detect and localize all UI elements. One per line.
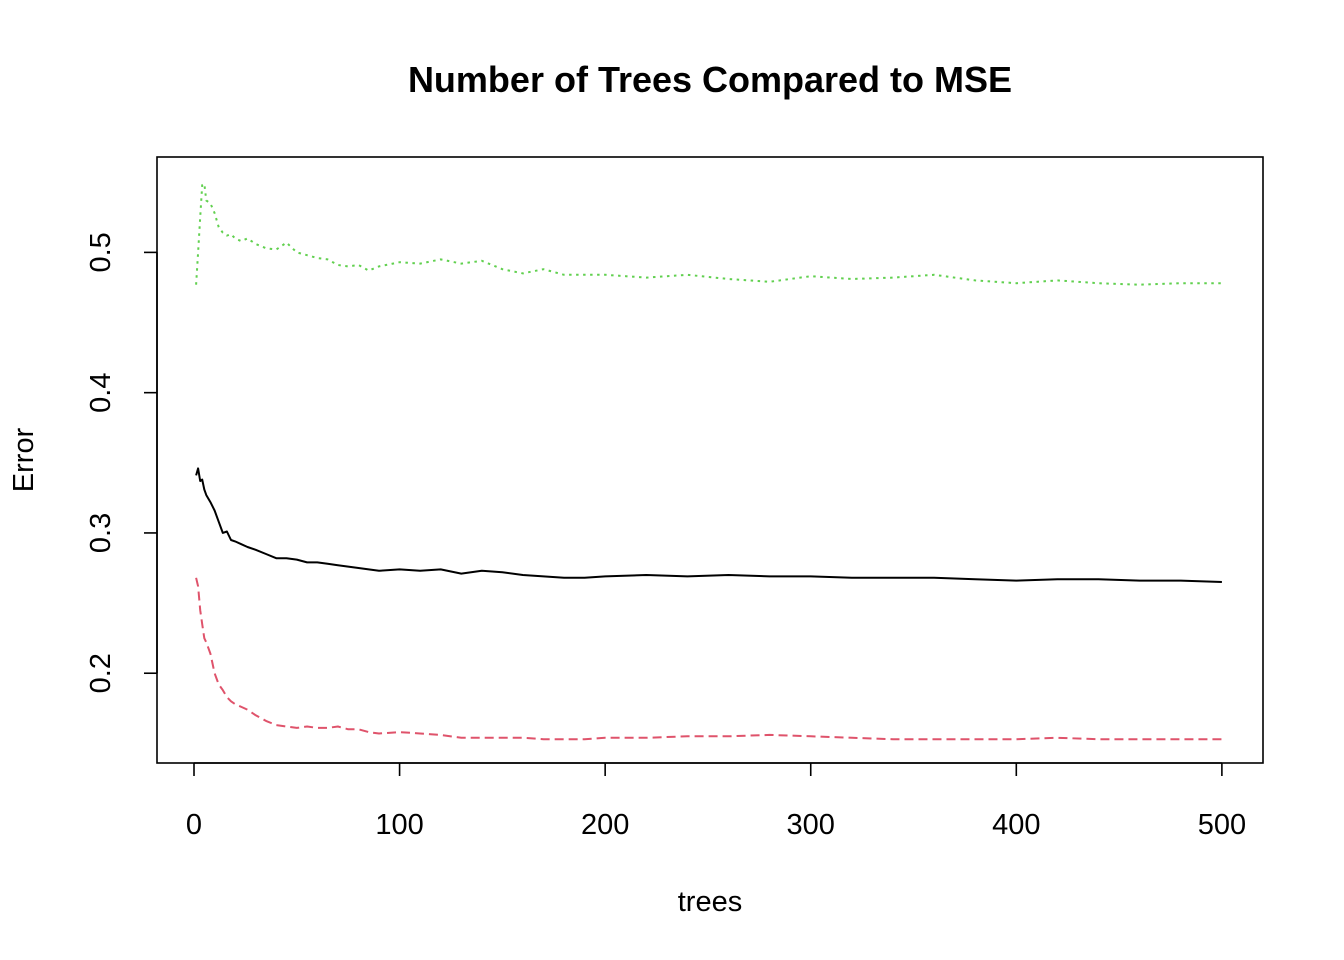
y-axis: 0.2 0.3 0.4 0.5 xyxy=(85,232,158,693)
x-tick-label: 100 xyxy=(375,809,423,841)
x-tick-label: 200 xyxy=(581,809,629,841)
y-tick-label: 0.2 xyxy=(85,653,117,693)
chart-title: Number of Trees Compared to MSE xyxy=(408,59,1012,100)
x-tick-label: 300 xyxy=(787,809,835,841)
series-line-1 xyxy=(195,467,1222,583)
series-group xyxy=(195,182,1222,741)
series-line-3 xyxy=(195,182,1222,286)
x-tick-label: 0 xyxy=(186,809,202,841)
y-tick-label: 0.3 xyxy=(85,513,117,553)
y-tick-label: 0.4 xyxy=(85,373,117,413)
x-tick-label: 500 xyxy=(1198,809,1246,841)
series-line-2 xyxy=(195,577,1222,741)
x-tick-label: 400 xyxy=(992,809,1040,841)
x-axis: 0 100 200 300 400 500 xyxy=(186,762,1246,841)
y-axis-label: Error xyxy=(8,427,40,492)
y-tick-label: 0.5 xyxy=(85,232,117,272)
x-axis-label: trees xyxy=(678,886,742,918)
